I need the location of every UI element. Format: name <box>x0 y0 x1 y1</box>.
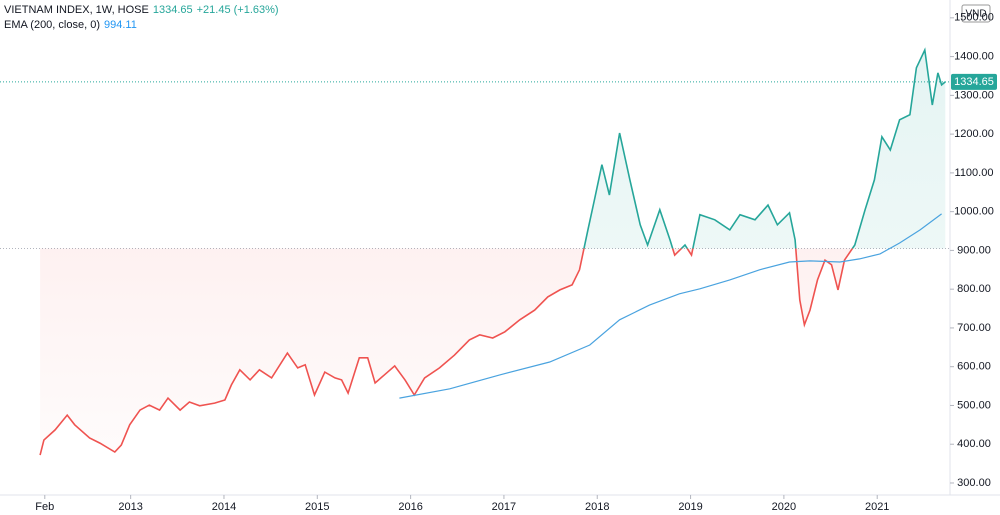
y-tick-label: 1000.00 <box>954 206 994 218</box>
x-tick-label: 2021 <box>865 501 889 513</box>
y-tick-label: 1400.00 <box>954 50 994 62</box>
y-tick-label: 400.00 <box>957 438 991 450</box>
legend-row: EMA (200, close, 0) 994.11 <box>4 18 283 33</box>
y-tick-label: 800.00 <box>957 283 991 295</box>
y-tick-label: 900.00 <box>957 244 991 256</box>
legend-row: VIETNAM INDEX, 1W, HOSE 1334.65 +21.45 (+1… <box>4 3 283 18</box>
y-tick-label: 700.00 <box>957 322 991 334</box>
legend-ema: EMA (200, close, 0) <box>4 19 100 31</box>
y-tick-label: 600.00 <box>957 361 991 373</box>
x-tick-label: 2020 <box>772 501 796 513</box>
x-tick-label: 2016 <box>398 501 422 513</box>
legend-change: +21.45 (+1.63%) <box>196 4 279 16</box>
x-tick-label: 2017 <box>492 501 516 513</box>
x-tick-label: 2015 <box>305 501 329 513</box>
y-tick-label: 1300.00 <box>954 89 994 101</box>
y-tick-label: 1100.00 <box>955 167 994 179</box>
x-tick-label: 2013 <box>118 501 142 513</box>
legend: VIETNAM INDEX, 1W, HOSE 1334.65 +21.45 (+1… <box>4 3 283 33</box>
y-tick-label: 300.00 <box>957 477 991 489</box>
area-down <box>40 248 853 456</box>
x-tick-label: 2018 <box>585 501 609 513</box>
currency-box <box>961 4 991 23</box>
currency-label: VND <box>965 9 986 20</box>
legend-ema-value: 994.11 <box>104 19 137 31</box>
legend-symbol: VIETNAM INDEX, 1W, HOSE <box>4 4 149 16</box>
y-tick-label: 1500.00 <box>954 12 994 24</box>
legend-price: 1334.65 <box>152 4 193 16</box>
last-price-box <box>951 73 997 90</box>
y-tick-label: 500.00 <box>957 399 991 411</box>
x-tick-label: 2014 <box>212 501 236 513</box>
ema-line <box>399 213 942 399</box>
x-tick-label: Feb <box>35 501 54 513</box>
x-tick-label: 2019 <box>678 501 702 513</box>
last-price-label: 1334.65 <box>954 76 994 88</box>
y-tick-label: 1200.00 <box>954 128 994 140</box>
